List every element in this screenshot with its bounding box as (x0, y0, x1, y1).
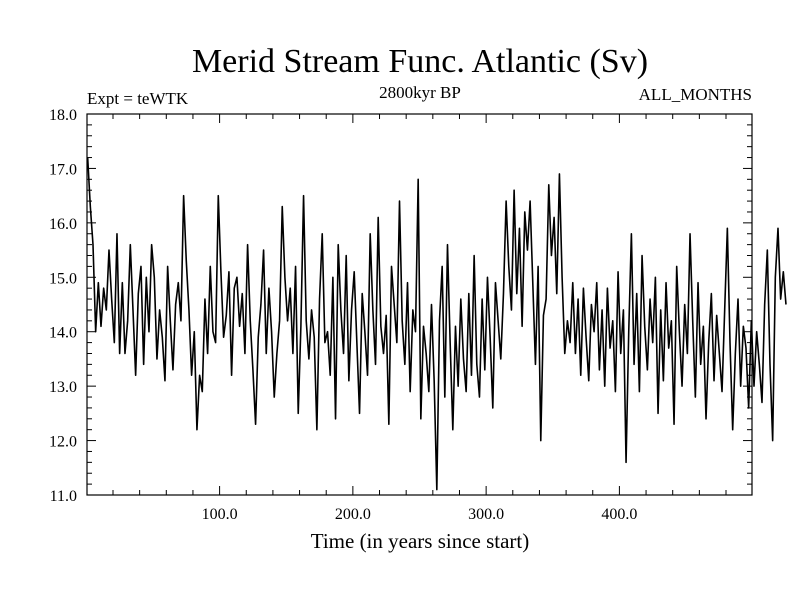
subtitle-right: ALL_MONTHS (639, 85, 752, 104)
plot-frame (86, 113, 753, 496)
x-tick-label: 200.0 (335, 506, 371, 523)
y-tick-label: 18.0 (49, 107, 77, 124)
y-tick-label: 11.0 (50, 488, 77, 505)
x-tick-label: 400.0 (601, 506, 637, 523)
x-tick-label: 300.0 (468, 506, 504, 523)
chart-title: Merid Stream Func. Atlantic (Sv) (192, 43, 648, 80)
y-tick-labels: 11.0 12.0 13.0 14.0 15.0 16.0 17.0 18.0 (49, 107, 77, 505)
y-tick-label: 12.0 (49, 434, 77, 451)
y-tick-label: 14.0 (49, 325, 77, 342)
y-tick-label: 15.0 (49, 270, 77, 287)
y-tick-label: 17.0 (49, 161, 77, 178)
x-axis-label: Time (in years since start) (311, 529, 530, 553)
y-tick-label: 16.0 (49, 216, 77, 233)
x-tick-label: 100.0 (202, 506, 238, 523)
y-tick-label: 13.0 (49, 379, 77, 396)
series-line (86, 157, 787, 491)
subtitle-left: Expt = teWTK (87, 89, 189, 108)
subtitle-center: 2800kyr BP (379, 83, 461, 102)
x-tick-labels: 100.0 200.0 300.0 400.0 (202, 506, 638, 523)
